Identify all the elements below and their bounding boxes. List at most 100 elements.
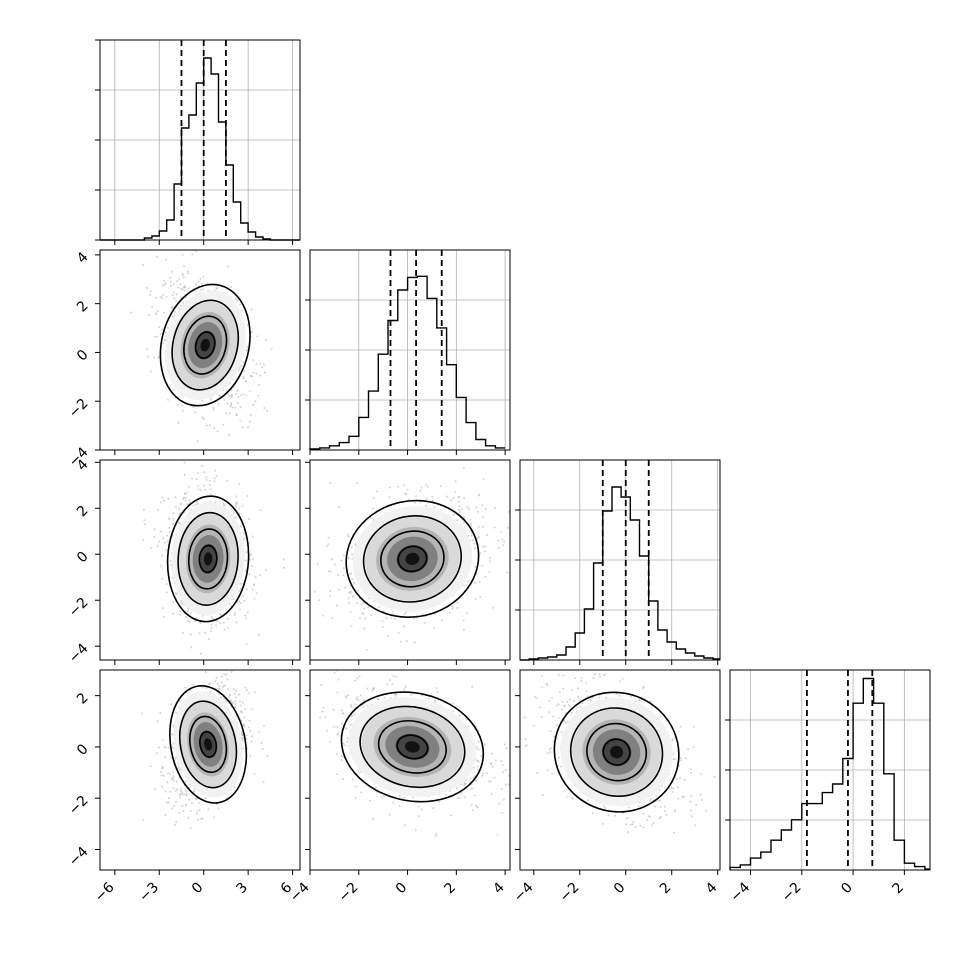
- scatter-point: [151, 306, 154, 309]
- scatter-point: [375, 490, 378, 493]
- scatter-point: [527, 498, 529, 500]
- scatter-point: [145, 286, 148, 289]
- scatter-point: [168, 517, 170, 520]
- scatter-point: [196, 440, 199, 443]
- scatter-point: [435, 687, 438, 690]
- scatter-point: [223, 684, 226, 687]
- scatter-point: [248, 390, 251, 393]
- scatter-point: [598, 673, 601, 676]
- density-block: [405, 552, 420, 566]
- scatter-point: [592, 812, 594, 815]
- scatter-point: [169, 284, 172, 287]
- scatter-point: [159, 771, 162, 773]
- scatter-point: [371, 818, 374, 820]
- scatter-point: [340, 722, 343, 725]
- scatter-point: [235, 297, 238, 300]
- scatter-point: [170, 241, 172, 243]
- scatter-point: [456, 519, 459, 522]
- scatter-point: [245, 349, 248, 352]
- scatter-point: [158, 326, 161, 329]
- scatter-point: [158, 540, 161, 543]
- scatter-point: [197, 472, 199, 475]
- scatter-point: [665, 814, 668, 816]
- scatter-point: [350, 714, 353, 717]
- scatter-point: [242, 595, 245, 597]
- scatter-point: [457, 501, 460, 503]
- scatter-point: [233, 614, 236, 616]
- scatter-point: [382, 610, 385, 613]
- scatter-point: [469, 777, 472, 780]
- scatter-point: [458, 505, 461, 508]
- scatter-point: [246, 611, 249, 614]
- scatter-point: [165, 801, 168, 804]
- scatter-point: [250, 740, 253, 743]
- scatter-point: [471, 539, 474, 542]
- scatter-point: [219, 666, 221, 668]
- scatter-point: [392, 613, 395, 616]
- scatter-point: [212, 816, 215, 819]
- scatter-point: [202, 417, 205, 420]
- scatter-point: [345, 727, 348, 730]
- scatter-point: [378, 606, 381, 609]
- scatter-point: [156, 545, 159, 548]
- scatter-point: [458, 508, 460, 511]
- scatter-point: [358, 675, 361, 678]
- scatter-point: [217, 807, 220, 810]
- scatter-point: [403, 688, 406, 691]
- scatter-point: [469, 529, 472, 532]
- panel-frame: [309, 669, 511, 871]
- scatter-point: [241, 701, 244, 704]
- scatter-point: [330, 558, 333, 561]
- scatter-point: [231, 393, 234, 396]
- scatter-point: [689, 800, 692, 803]
- contour-line: [171, 299, 240, 391]
- scatter-point: [172, 612, 175, 615]
- density-block: [203, 552, 213, 566]
- scatter-point: [474, 804, 477, 807]
- scatter-point: [254, 400, 257, 403]
- scatter-point: [349, 592, 352, 594]
- scatter-point: [230, 508, 233, 511]
- scatter-point: [153, 536, 156, 538]
- contour-line: [183, 315, 228, 375]
- scatter-point: [203, 471, 206, 474]
- scatter-point: [191, 253, 194, 256]
- scatter-point: [228, 412, 231, 415]
- scatter-point: [235, 505, 238, 508]
- scatter-point: [307, 758, 309, 760]
- scatter-point: [246, 495, 249, 497]
- scatter-point: [191, 477, 193, 480]
- scatter-point: [163, 745, 166, 748]
- scatter-point: [446, 495, 449, 498]
- scatter-point: [241, 734, 244, 736]
- scatter-point: [386, 683, 389, 686]
- scatter-point: [225, 389, 228, 392]
- scatter-point: [179, 610, 182, 613]
- scatter-point: [195, 500, 198, 503]
- scatter-point: [243, 532, 246, 535]
- scatter-point: [421, 694, 424, 697]
- scatter-point: [241, 426, 244, 429]
- scatter-point: [361, 612, 364, 615]
- scatter-point: [344, 695, 347, 698]
- scatter-point: [197, 484, 200, 487]
- scatter-point: [398, 805, 401, 808]
- scatter-point: [392, 674, 395, 677]
- scatter-point: [243, 724, 246, 727]
- scatter-point: [216, 430, 219, 433]
- scatter-point: [360, 603, 363, 606]
- scatter-point: [200, 488, 202, 491]
- scatter-point: [349, 610, 352, 613]
- scatter-point: [197, 818, 200, 821]
- scatter-point: [156, 752, 158, 755]
- scatter-point: [193, 620, 196, 623]
- scatter-point: [231, 396, 233, 399]
- scatter-point: [433, 506, 436, 509]
- scatter-point: [469, 518, 472, 521]
- scatter-point: [371, 689, 374, 692]
- histogram-panel-3: [725, 669, 931, 871]
- scatter-point: [477, 748, 480, 751]
- scatter-point: [454, 491, 457, 494]
- scatter-point: [167, 497, 170, 500]
- scatter-point: [255, 363, 258, 366]
